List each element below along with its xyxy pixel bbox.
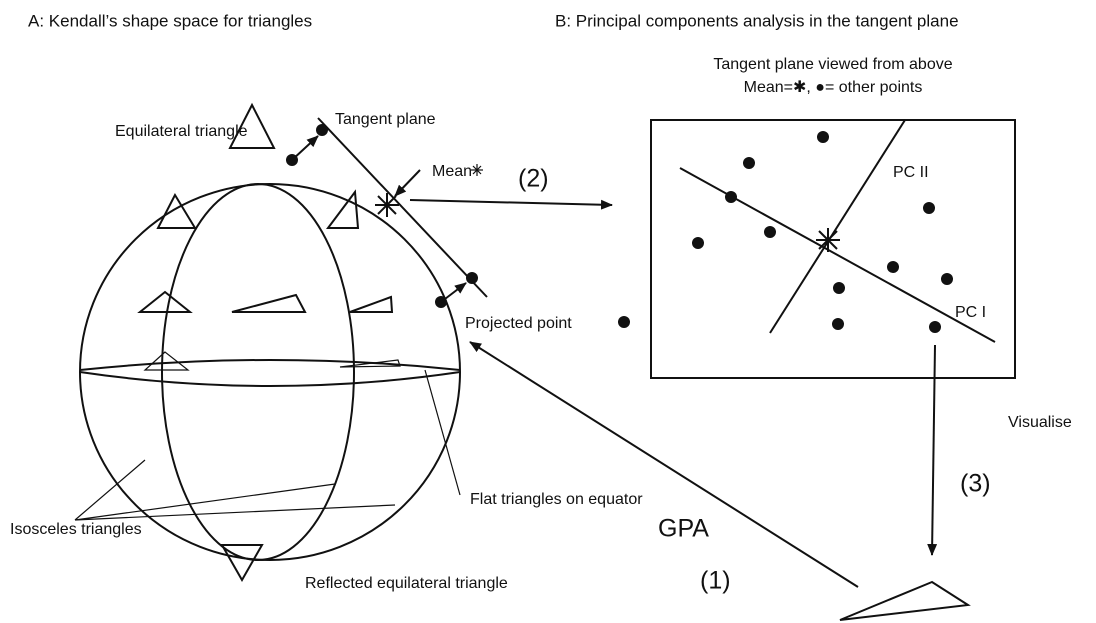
label: PC I (955, 304, 986, 321)
label: Visualise (1008, 414, 1072, 431)
triangles (137, 102, 971, 621)
label: Projected point (465, 315, 572, 332)
subtitle: Tangent plane viewed from above (713, 56, 952, 73)
legend: Mean=✱, ●= other points (744, 79, 923, 96)
tangent-plane-box (650, 119, 1016, 556)
label: Isosceles triangles (10, 521, 142, 538)
label: PC II (893, 164, 929, 181)
pointer-lines (74, 369, 461, 521)
sphere (79, 183, 461, 561)
label: Equilateral triangle (115, 123, 248, 140)
step-label: GPA (658, 515, 709, 543)
step-label: (2) (518, 165, 549, 193)
panel-a-title: A: Kendall’s shape space for triangles (28, 11, 312, 30)
label: Flat triangles on equator (470, 491, 643, 508)
step-label: (1) (700, 567, 731, 595)
step-label: (3) (960, 470, 991, 498)
label: Tangent plane (335, 111, 436, 128)
label: Reflected equilateral triangle (305, 575, 508, 592)
panel-b-title: B: Principal components analysis in the … (555, 11, 959, 30)
label: Mean (432, 163, 472, 180)
tangent (286, 117, 859, 588)
